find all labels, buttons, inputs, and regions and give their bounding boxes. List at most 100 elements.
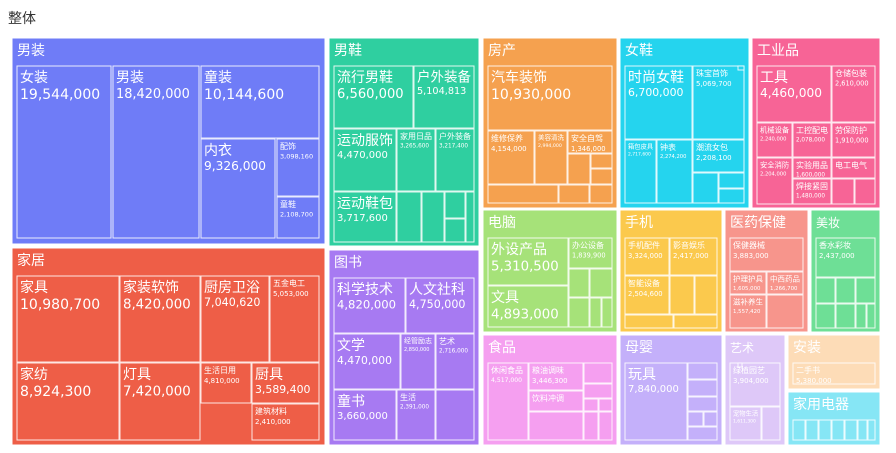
cell-value-label: 3,717,600 — [337, 213, 388, 224]
treemap-cell — [831, 419, 845, 441]
cell-value-label: 3,446,300 — [532, 377, 568, 385]
cell-value-label: 3,324,000 — [628, 252, 663, 260]
treemap-cell — [16, 65, 112, 239]
cell-name-label: 机械设备 — [760, 125, 790, 134]
cell-name-label: 绿植园艺 — [733, 365, 765, 375]
treemap-cell — [815, 237, 876, 278]
group-label: 男装 — [17, 43, 45, 59]
cell-name-label: 粮油调味 — [532, 365, 564, 375]
cell-name-label: 文具 — [491, 290, 519, 306]
treemap-cell — [656, 139, 693, 204]
cell-name-label: 厨房卫浴 — [204, 280, 260, 296]
cell-name-label: 童鞋 — [280, 199, 296, 209]
group-label: 女鞋 — [625, 42, 653, 59]
cell-value-label: 5,310,500 — [491, 259, 559, 274]
treemap-cell — [857, 419, 868, 441]
treemap-cell — [855, 277, 876, 304]
cell-name-label: 保健器械 — [733, 240, 765, 250]
cell-name-label: 手机配件 — [628, 240, 660, 250]
cell-name-label: 人文社科 — [409, 282, 465, 298]
treemap-cell — [831, 178, 855, 205]
treemap-cell — [333, 191, 397, 243]
treemap-cell — [465, 191, 475, 243]
treemap-cell — [792, 362, 876, 385]
treemap-cell — [831, 122, 876, 158]
treemap-cell — [766, 294, 804, 329]
cell-name-label: 汽车装饰 — [491, 69, 547, 86]
cell-name-label: 五金电工 — [273, 278, 305, 288]
cell-name-label: 电工电气 — [835, 160, 867, 170]
treemap-cell — [200, 275, 270, 363]
treemap-cell — [669, 237, 718, 276]
treemap-cell — [854, 178, 876, 205]
treemap-cell — [692, 139, 745, 173]
cell-value-label: 19,544,000 — [20, 87, 100, 103]
treemap-cell — [598, 411, 613, 441]
treemap-cell — [589, 184, 613, 204]
treemap-cell — [624, 314, 674, 329]
treemap-cell — [583, 398, 599, 412]
cell-value-label: 2,391,000 — [400, 405, 429, 411]
treemap-cell — [589, 268, 613, 298]
cell-name-label: 文学 — [337, 338, 365, 354]
cell-value-label: 2,504,600 — [628, 290, 663, 298]
cell-value-label: 1,557,420 — [733, 309, 761, 315]
cell-value-label: 10,930,000 — [491, 87, 571, 103]
cell-name-label: 宠物生活 — [733, 408, 759, 417]
treemap-cell — [487, 65, 613, 131]
cell-value-label: 5,104,813 — [417, 86, 466, 97]
treemap-group: 男鞋流行男鞋6,560,000户外装备5,104,813运动服饰4,470,00… — [328, 37, 480, 247]
treemap-cell — [692, 172, 719, 204]
cell-name-label: 二手书 — [796, 365, 820, 375]
treemap-cell — [687, 396, 718, 412]
cell-name-label: 男装 — [116, 70, 144, 86]
treemap-cell — [855, 303, 867, 329]
treemap-cell — [590, 168, 613, 185]
treemap-cell — [119, 275, 201, 363]
cell-value-label: 2,610,000 — [835, 80, 869, 88]
cell-name-label: 生活日用 — [204, 365, 236, 375]
cell-name-label: 箱包皮具 — [628, 141, 654, 150]
cell-value-label: 3,265,600 — [400, 144, 429, 150]
group-label: 艺术 — [730, 341, 754, 355]
cell-value-label: 3,904,000 — [733, 377, 769, 385]
treemap-cell — [435, 128, 475, 192]
treemap-cell — [487, 237, 569, 286]
treemap-cell — [831, 157, 876, 179]
cell-name-label: 美容清洗 — [538, 133, 565, 142]
treemap-cell — [687, 379, 718, 397]
treemap-cell — [528, 362, 584, 391]
cell-value-label: 18,420,000 — [116, 87, 190, 102]
treemap-cell — [276, 138, 320, 197]
cell-value-label: 5,053,000 — [273, 290, 309, 298]
treemap-cell — [815, 277, 836, 304]
treemap-cell — [568, 268, 590, 298]
cell-name-label: 安全消防 — [760, 160, 789, 169]
cell-value-label: 1,266,700 — [770, 286, 798, 292]
treemap-cell — [269, 275, 320, 363]
treemap-cell — [703, 411, 718, 427]
group-label: 手机 — [625, 215, 653, 231]
treemap-cell — [568, 237, 613, 269]
treemap-cell — [835, 303, 856, 329]
treemap-cell — [487, 184, 559, 204]
cell-name-label: 影音娱乐 — [673, 240, 705, 250]
treemap-cell — [761, 406, 781, 441]
cell-value-label: 6,560,000 — [337, 87, 404, 102]
treemap-cell — [624, 139, 657, 204]
treemap-cell — [405, 277, 475, 334]
treemap-cell — [333, 128, 397, 192]
chart-title: 整体 — [8, 11, 36, 27]
treemap-cell — [435, 389, 475, 441]
cell-name-label: 童书 — [337, 393, 365, 410]
group-label: 安装 — [793, 340, 821, 356]
treemap-cell — [729, 294, 767, 329]
cell-name-label: 维修保养 — [491, 133, 523, 143]
cell-name-label: 工具 — [760, 70, 788, 86]
treemap-cell — [687, 362, 718, 380]
